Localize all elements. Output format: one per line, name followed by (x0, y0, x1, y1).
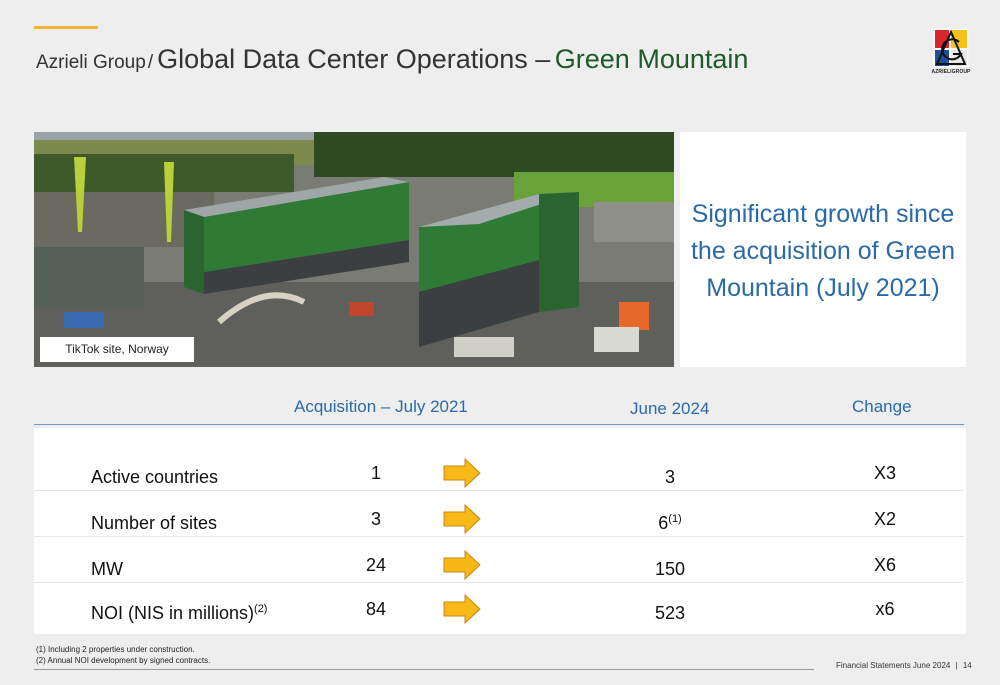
title-accent-bar (34, 26, 98, 29)
footer-label: Financial Statements June 2024 (836, 661, 951, 670)
row-change-value: x6 (875, 599, 895, 619)
header-change: Change (852, 397, 912, 416)
growth-callout: Significant growth since the acquisition… (680, 132, 966, 367)
row-label: MW (91, 542, 123, 592)
table-row: MW 24 150 X6 (34, 542, 966, 588)
row-label: NOI (NIS in millions)(2) (91, 586, 267, 636)
row-current-value: 6(1) (630, 496, 710, 546)
row-current-value: 3 (630, 450, 710, 500)
row-label-text: Number of sites (91, 513, 218, 533)
row-current-sup: (1) (668, 513, 682, 525)
row-acquisition-value: 84 (365, 599, 387, 619)
row-acquisition-value: 1 (370, 463, 381, 483)
row-label-text: NOI (NIS in millions) (91, 603, 255, 623)
photo-caption: TikTok site, Norway (40, 337, 194, 362)
growth-text: Significant growth since the acquisition… (680, 196, 966, 307)
right-arrow-icon (443, 594, 481, 624)
footnote-2: (2) Annual NOI development by signed con… (36, 656, 211, 665)
row-divider (34, 582, 964, 583)
title-highlight: Green Mountain (554, 44, 749, 74)
row-acquisition-value: 24 (365, 555, 387, 575)
title-prefix: Azrieli Group (36, 52, 146, 73)
growth-line-2: the acquisition of Green (690, 237, 956, 265)
comparison-table (34, 428, 966, 634)
row-divider (34, 536, 964, 537)
footer-divider (34, 669, 814, 670)
row-label-text: MW (91, 559, 123, 579)
table-row: Number of sites 3 6(1) X2 (34, 496, 966, 542)
row-label: Number of sites (91, 496, 217, 546)
row-divider (34, 490, 964, 491)
row-change-value: X2 (873, 509, 897, 529)
row-change-value: X6 (873, 555, 897, 575)
row-acquisition-value: 3 (370, 509, 381, 529)
footer-separator: | (955, 661, 958, 670)
row-current-text: 3 (664, 467, 675, 487)
row-label-text: Active countries (91, 467, 219, 487)
logo-wordmark: AZRIELIGROUP (931, 69, 971, 75)
title-separator: / (147, 52, 154, 73)
right-arrow-icon (443, 504, 481, 534)
row-current-value: 523 (630, 586, 710, 636)
row-change-value: X3 (873, 463, 897, 483)
azrieli-logo-icon (933, 28, 969, 69)
row-current-value: 150 (630, 542, 710, 592)
table-row: NOI (NIS in millions)(2) 84 523 x6 (34, 586, 966, 632)
right-arrow-icon (443, 458, 481, 488)
right-arrow-icon (443, 550, 481, 580)
row-current-text: 6 (658, 513, 669, 533)
growth-line-1: Significant growth since (691, 200, 955, 228)
row-current-text: 523 (654, 603, 686, 623)
header-acquisition: Acquisition – July 2021 (294, 397, 468, 416)
header-divider (34, 424, 964, 425)
site-photo (34, 132, 674, 367)
table-row: Active countries 1 3 X3 (34, 450, 966, 496)
row-label: Active countries (91, 450, 218, 500)
row-current-text: 150 (654, 559, 686, 579)
footnote-1: (1) Including 2 properties under constru… (36, 645, 195, 654)
growth-line-3: Mountain (July 2021) (706, 274, 940, 302)
header-current: June 2024 (630, 399, 710, 418)
page-title: Azrieli Group / Global Data Center Operati… (36, 44, 748, 75)
page-number: 14 (962, 661, 972, 670)
row-label-sup: (2) (254, 603, 268, 615)
footer: Financial Statements June 2024 | 14 (836, 661, 972, 670)
title-main: Global Data Center Operations – (157, 44, 551, 74)
